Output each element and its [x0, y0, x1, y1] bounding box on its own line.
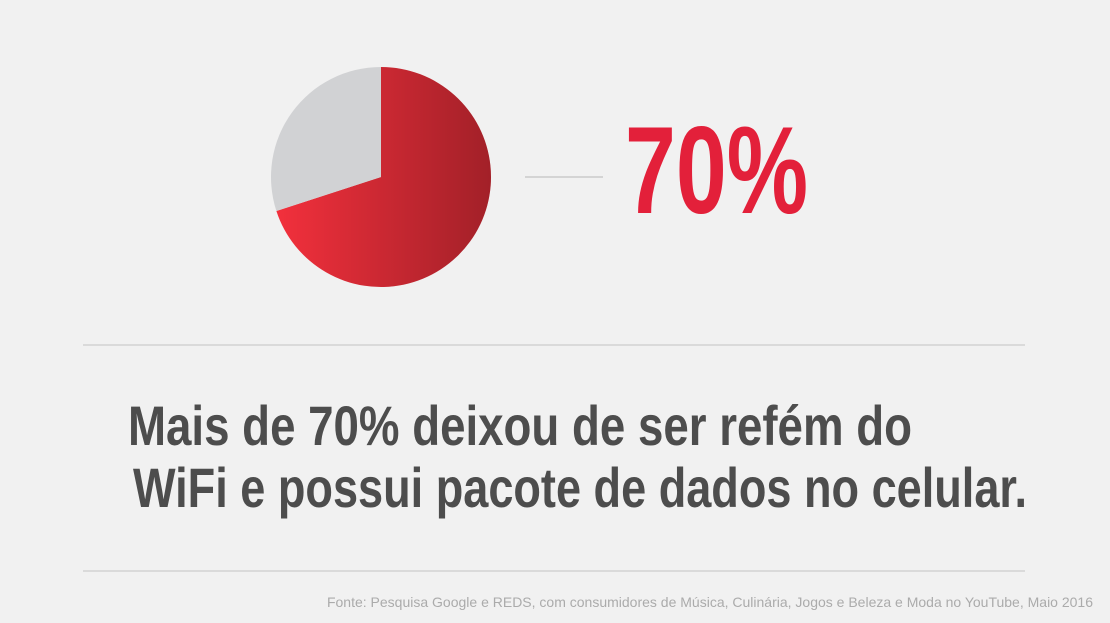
headline-line: Mais de 70% deixou de ser refém do — [128, 394, 912, 457]
slice-shade — [276, 67, 492, 287]
value-label: 70% — [625, 102, 808, 240]
source: Fonte: Pesquisa Google e REDS, com consu… — [327, 594, 1093, 610]
pie-slice — [271, 67, 381, 211]
headline-line: WiFi e possui pacote de dados no celular… — [133, 456, 1027, 519]
